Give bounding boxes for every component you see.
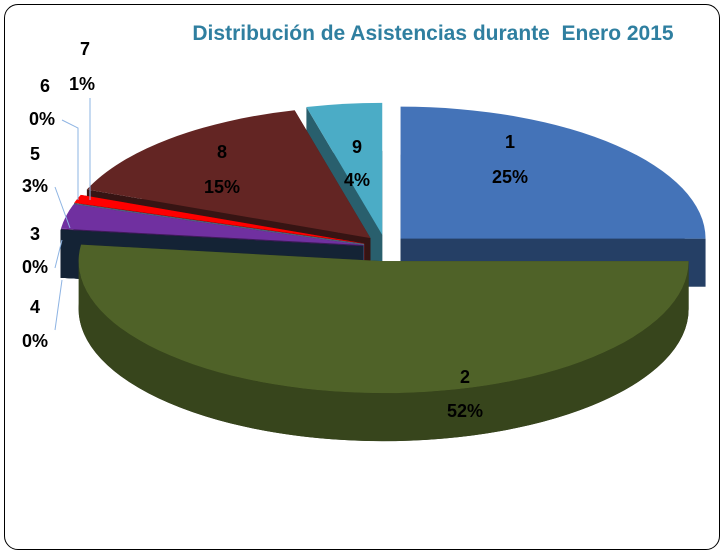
category-label: 7 — [80, 39, 90, 59]
leader-line — [54, 239, 63, 269]
slice — [78, 244, 689, 442]
value-label: 15% — [204, 177, 240, 197]
value-label: 0% — [29, 109, 55, 129]
value-label: 3% — [22, 176, 48, 196]
category-label: 5 — [30, 144, 40, 164]
slice-top — [78, 244, 689, 394]
leader-line — [61, 119, 79, 200]
category-label: 9 — [352, 137, 362, 157]
category-label: 8 — [217, 142, 227, 162]
category-label: 1 — [505, 132, 515, 152]
value-label: 0% — [22, 331, 48, 351]
chart-frame — [4, 4, 720, 550]
slice-top — [74, 194, 365, 244]
category-label: 6 — [40, 76, 50, 96]
category-label: 2 — [460, 367, 470, 387]
chart-title: Distribución de Asistencias durante Ener… — [192, 22, 674, 45]
slice-top — [86, 110, 371, 239]
leader-line — [54, 186, 71, 229]
category-label: 4 — [30, 297, 40, 317]
slice-top — [400, 106, 706, 239]
slice-top — [306, 102, 383, 235]
value-label: 52% — [447, 401, 483, 421]
value-label: 25% — [492, 167, 528, 187]
slice-top — [60, 204, 364, 246]
slice-wall — [78, 261, 689, 442]
value-label: 4% — [344, 170, 370, 190]
value-label: 1% — [69, 74, 95, 94]
category-label: 3 — [30, 224, 40, 244]
slice-top — [74, 203, 365, 244]
slice — [400, 106, 706, 287]
value-label: 0% — [22, 257, 48, 277]
leader-line — [54, 279, 63, 331]
